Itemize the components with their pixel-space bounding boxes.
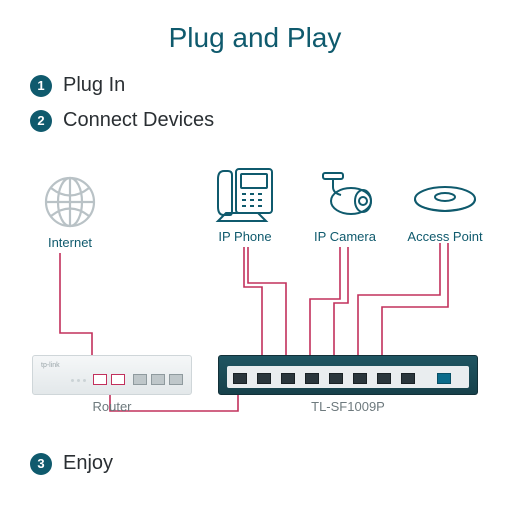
- router-brand: tp-link: [41, 362, 60, 369]
- diagram: Internet IP Phone: [0, 165, 510, 445]
- step-label-3: Enjoy: [63, 452, 113, 475]
- step-3: 3 Enjoy: [30, 452, 113, 475]
- step-badge-2: 2: [30, 110, 52, 132]
- switch-label: TL-SF1009P: [218, 399, 478, 414]
- switch-device: [218, 355, 478, 395]
- router-device: tp-link: [32, 355, 192, 395]
- page-title: Plug and Play: [0, 0, 510, 54]
- step-label-2: Connect Devices: [63, 109, 214, 132]
- step-1: 1 Plug In: [30, 74, 510, 97]
- step-badge-3: 3: [30, 453, 52, 475]
- router-label: Router: [32, 399, 192, 414]
- steps-list: 1 Plug In 2 Connect Devices: [0, 54, 510, 132]
- step-2: 2 Connect Devices: [30, 109, 510, 132]
- step-label-1: Plug In: [63, 74, 125, 97]
- step-badge-1: 1: [30, 75, 52, 97]
